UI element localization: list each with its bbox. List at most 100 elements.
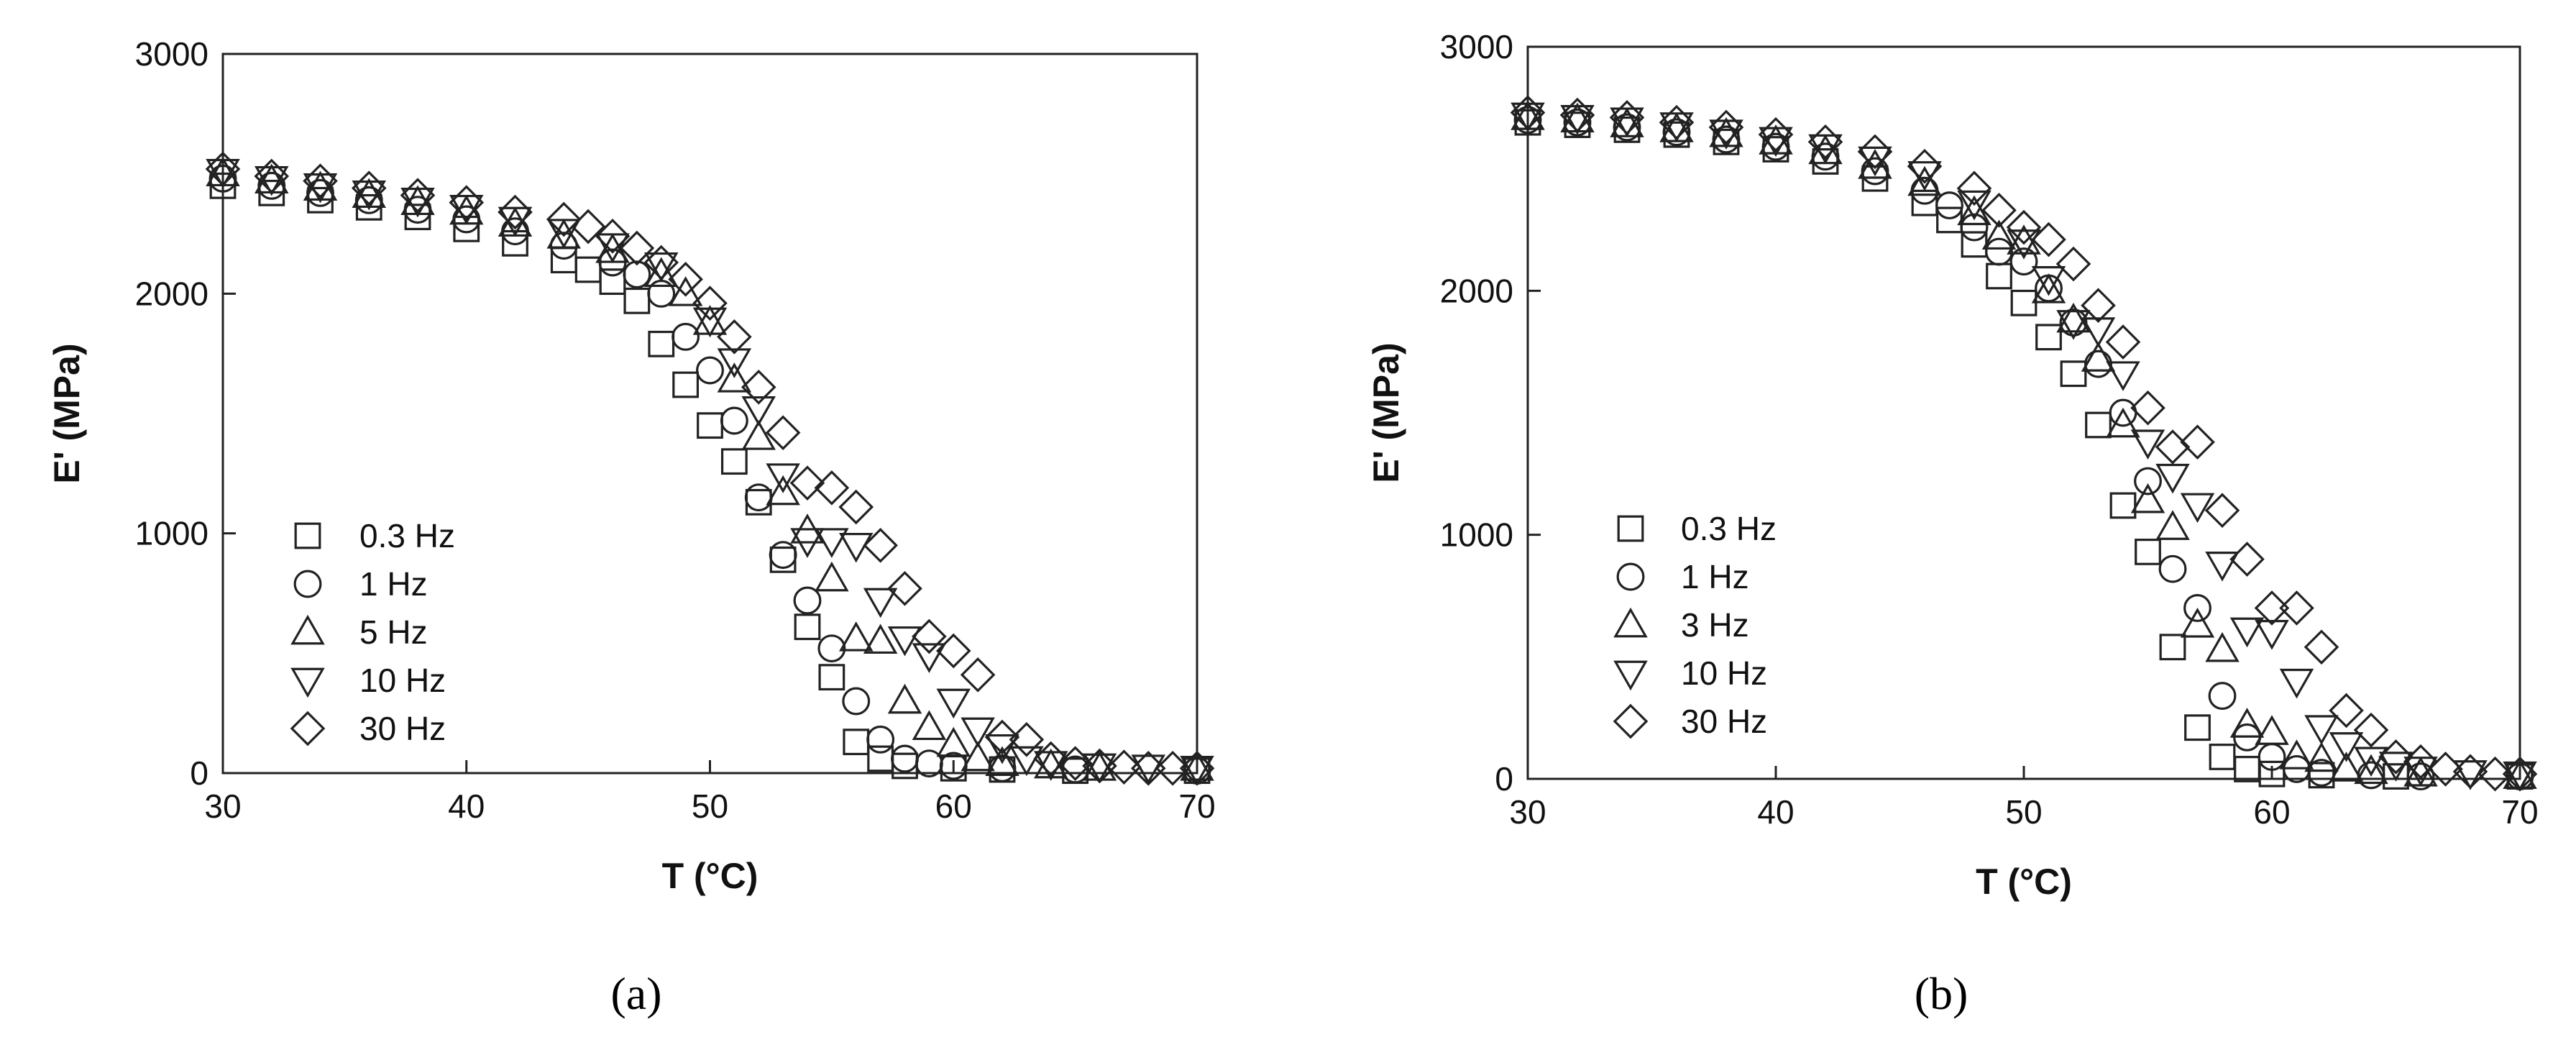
data-point-1-4-27 (2403, 744, 2439, 780)
series-1-4 (1510, 95, 2538, 792)
data-point-1-1-9 (1935, 191, 1963, 220)
data-point-0-3-12 (741, 396, 776, 426)
data-point-1-4-26 (2378, 739, 2414, 775)
data-point-1-1-12 (2009, 247, 2038, 276)
data-point-1-4-1 (1559, 97, 1595, 133)
data-point-1-3-2 (1610, 107, 1644, 138)
data-point-1-3-21 (2279, 668, 2314, 699)
data-point-1-2-14 (2081, 342, 2116, 372)
data-point-0-4-14 (717, 319, 752, 355)
series-0-3 (206, 158, 1214, 786)
legend-label-1-1: 1 Hz (1681, 558, 1749, 595)
legend-label-0-4: 30 Hz (359, 710, 446, 747)
data-point-0-3-13 (766, 463, 800, 493)
legend-0: 0.3 Hz 1 Hz 5 Hz 10 Hz 30 Hz (290, 517, 455, 747)
data-point-1-4-20 (2229, 542, 2265, 577)
data-point-0-0-6 (502, 229, 528, 257)
data-point-0-2-9 (643, 257, 679, 288)
data-point-0-3-11 (717, 348, 752, 378)
data-point-0-1-0 (208, 164, 237, 193)
data-point-0-4-25 (984, 719, 1020, 755)
data-point-0-4-18 (814, 470, 850, 506)
data-point-0-4-23 (935, 633, 971, 669)
legend-label-0-0: 0.3 Hz (359, 517, 455, 554)
data-point-1-0-20 (2209, 744, 2236, 770)
legend-marker-1-4 (1613, 703, 1649, 739)
legend-marker-1-3 (1613, 660, 1648, 691)
series-1-3 (1511, 102, 2537, 792)
data-point-1-1-0 (1513, 106, 1542, 134)
data-point-1-4-24 (2329, 693, 2364, 729)
data-point-0-2-16 (815, 561, 849, 592)
data-point-1-3-10 (2007, 229, 2041, 260)
data-point-1-3-0 (1511, 102, 1545, 133)
data-point-1-1-15 (2084, 350, 2112, 378)
x-tick-label-0-1: 40 (448, 787, 485, 825)
data-point-1-2-11 (2007, 224, 2041, 255)
data-point-1-3-20 (2255, 620, 2289, 650)
data-point-0-1-23 (988, 754, 1017, 782)
data-point-1-4-18 (2180, 424, 2215, 460)
data-point-1-2-9 (1957, 195, 1991, 226)
panel-label-0: (a) (610, 968, 661, 1019)
data-point-0-2-17 (838, 621, 874, 652)
x-axis-title-0: T (°C) (662, 856, 758, 896)
data-point-0-4-29 (1082, 748, 1117, 784)
data-point-0-0-11 (648, 330, 675, 357)
data-point-0-4-2 (303, 163, 338, 198)
series-0-2 (206, 156, 1214, 781)
data-point-0-2-10 (668, 276, 703, 306)
data-point-1-1-11 (1985, 237, 2013, 266)
data-point-0-4-21 (887, 571, 922, 606)
legend-marker-0-1 (293, 570, 322, 598)
data-point-0-3-0 (206, 158, 240, 189)
y-axis-title-0: E' (MPa) (47, 343, 87, 483)
data-point-1-4-25 (2353, 712, 2389, 748)
data-point-1-3-17 (2180, 493, 2215, 524)
data-point-0-0-4 (404, 204, 431, 231)
legend-label-0-1: 1 Hz (359, 565, 428, 603)
data-point-1-3-15 (2130, 429, 2165, 460)
data-point-0-3-22 (985, 734, 1019, 764)
data-point-0-1-16 (793, 586, 822, 615)
legend-label-1-4: 30 Hz (1681, 703, 1767, 740)
series-0-4 (205, 151, 1215, 786)
data-point-0-4-30 (1106, 749, 1142, 785)
data-point-0-2-26 (1180, 751, 1214, 781)
data-point-1-1-1 (1563, 108, 1592, 137)
data-point-0-1-17 (817, 634, 846, 663)
series-1-2 (1511, 100, 2537, 789)
data-point-1-3-27 (2453, 760, 2488, 790)
data-point-1-2-10 (1981, 219, 2017, 250)
y-tick-label-0-1: 1000 (135, 515, 208, 552)
legend-1: 0.3 Hz 1 Hz 3 Hz 10 Hz 30 Hz (1613, 510, 1777, 740)
data-point-1-0-11 (1986, 262, 2012, 290)
data-point-1-3-24 (2354, 746, 2388, 777)
data-point-0-4-19 (838, 489, 874, 525)
data-point-1-1-19 (2183, 594, 2211, 622)
data-point-1-0-15 (2085, 411, 2112, 439)
x-axis-title-1: T (°C) (1976, 862, 2072, 902)
data-point-1-1-26 (2406, 762, 2435, 791)
data-point-1-4-6 (1807, 124, 1843, 160)
data-point-0-1-11 (671, 322, 700, 351)
data-point-1-3-18 (2205, 552, 2240, 582)
data-point-0-3-7 (546, 219, 582, 249)
data-point-1-4-23 (2304, 629, 2339, 665)
data-point-0-3-16 (838, 532, 874, 563)
data-point-1-3-23 (2329, 732, 2364, 762)
data-point-0-0-13 (697, 412, 723, 439)
x-tick-label-0-4: 70 (1178, 787, 1215, 825)
data-point-1-3-28 (2503, 761, 2537, 792)
data-point-0-4-0 (205, 151, 241, 187)
data-point-0-4-28 (1058, 746, 1093, 781)
legend-label-1-3: 10 Hz (1681, 654, 1767, 692)
data-point-1-2-8 (1907, 165, 1942, 196)
data-point-0-1-15 (769, 541, 797, 570)
data-point-1-2-16 (2130, 483, 2165, 513)
data-point-0-4-24 (960, 657, 996, 693)
data-point-1-0-21 (2234, 756, 2260, 782)
data-point-0-3-27 (1180, 755, 1214, 786)
data-point-0-3-21 (961, 717, 995, 748)
data-point-1-3-14 (2106, 361, 2140, 391)
